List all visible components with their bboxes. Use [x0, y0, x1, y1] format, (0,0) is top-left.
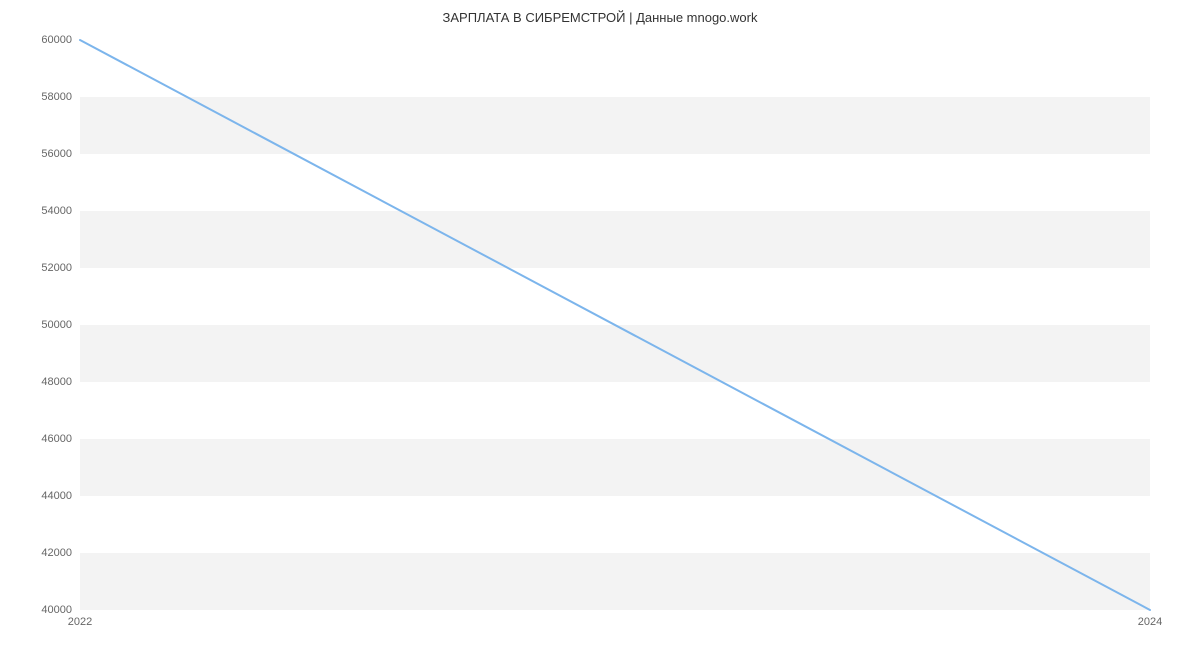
y-tick-label: 54000: [41, 205, 72, 217]
y-tick-label: 48000: [41, 376, 72, 388]
y-tick-label: 46000: [41, 433, 72, 445]
chart-title: ЗАРПЛАТА В СИБРЕМСТРОЙ | Данные mnogo.wo…: [0, 10, 1200, 25]
y-tick-label: 60000: [41, 34, 72, 46]
y-tick-label: 56000: [41, 148, 72, 160]
y-tick-label: 40000: [41, 604, 72, 616]
y-tick-label: 52000: [41, 262, 72, 274]
plot-area: 4000042000440004600048000500005200054000…: [80, 40, 1150, 610]
series-line-salary: [80, 40, 1150, 610]
x-tick-label: 2024: [1138, 616, 1162, 628]
y-tick-label: 44000: [41, 490, 72, 502]
y-tick-label: 58000: [41, 91, 72, 103]
salary-chart: ЗАРПЛАТА В СИБРЕМСТРОЙ | Данные mnogo.wo…: [0, 0, 1200, 650]
y-tick-label: 50000: [41, 319, 72, 331]
x-tick-label: 2022: [68, 616, 92, 628]
y-tick-label: 42000: [41, 547, 72, 559]
line-layer: [80, 40, 1150, 610]
